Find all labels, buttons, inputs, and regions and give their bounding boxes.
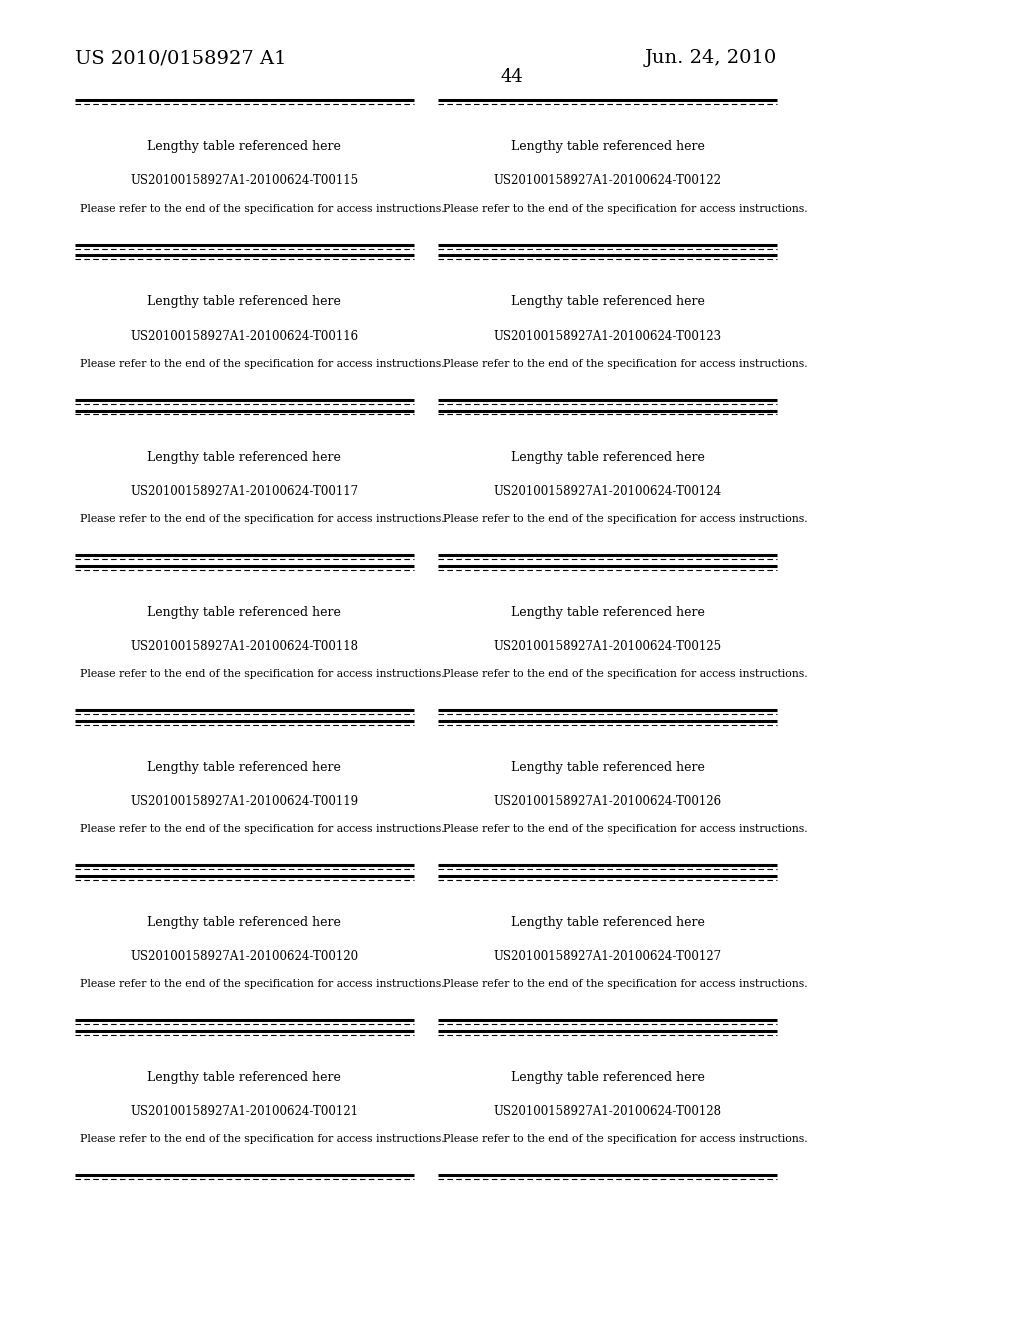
Text: Lengthy table referenced here: Lengthy table referenced here [511,760,705,774]
Text: Please refer to the end of the specification for access instructions.: Please refer to the end of the specifica… [443,979,808,990]
Text: Please refer to the end of the specification for access instructions.: Please refer to the end of the specifica… [80,203,444,214]
Text: Lengthy table referenced here: Lengthy table referenced here [147,1071,341,1084]
Text: Please refer to the end of the specification for access instructions.: Please refer to the end of the specifica… [443,669,808,680]
Text: Please refer to the end of the specification for access instructions.: Please refer to the end of the specifica… [443,359,808,370]
Text: Please refer to the end of the specification for access instructions.: Please refer to the end of the specifica… [80,1134,444,1144]
Text: US20100158927A1-20100624-T00117: US20100158927A1-20100624-T00117 [130,484,358,498]
Text: US20100158927A1-20100624-T00115: US20100158927A1-20100624-T00115 [130,174,358,187]
Text: Lengthy table referenced here: Lengthy table referenced here [147,760,341,774]
Text: Lengthy table referenced here: Lengthy table referenced here [147,296,341,309]
Text: Lengthy table referenced here: Lengthy table referenced here [511,1071,705,1084]
Text: US20100158927A1-20100624-T00125: US20100158927A1-20100624-T00125 [494,640,722,653]
Text: Jun. 24, 2010: Jun. 24, 2010 [645,49,777,67]
Text: US20100158927A1-20100624-T00121: US20100158927A1-20100624-T00121 [130,1105,358,1118]
Text: US20100158927A1-20100624-T00123: US20100158927A1-20100624-T00123 [494,330,722,343]
Text: Lengthy table referenced here: Lengthy table referenced here [147,606,341,619]
Text: Please refer to the end of the specification for access instructions.: Please refer to the end of the specifica… [443,203,808,214]
Text: US20100158927A1-20100624-T00120: US20100158927A1-20100624-T00120 [130,950,358,964]
Text: Lengthy table referenced here: Lengthy table referenced here [511,606,705,619]
Text: Lengthy table referenced here: Lengthy table referenced here [147,450,341,463]
Text: US20100158927A1-20100624-T00118: US20100158927A1-20100624-T00118 [130,640,358,653]
Text: Please refer to the end of the specification for access instructions.: Please refer to the end of the specifica… [443,824,808,834]
Text: Please refer to the end of the specification for access instructions.: Please refer to the end of the specifica… [80,979,444,990]
Text: Lengthy table referenced here: Lengthy table referenced here [147,916,341,929]
Text: US20100158927A1-20100624-T00116: US20100158927A1-20100624-T00116 [130,330,358,343]
Text: US20100158927A1-20100624-T00127: US20100158927A1-20100624-T00127 [494,950,722,964]
Text: Lengthy table referenced here: Lengthy table referenced here [511,140,705,153]
Text: Lengthy table referenced here: Lengthy table referenced here [511,450,705,463]
Text: Please refer to the end of the specification for access instructions.: Please refer to the end of the specifica… [80,669,444,680]
Text: Lengthy table referenced here: Lengthy table referenced here [511,916,705,929]
Text: US20100158927A1-20100624-T00128: US20100158927A1-20100624-T00128 [494,1105,722,1118]
Text: Please refer to the end of the specification for access instructions.: Please refer to the end of the specifica… [443,513,808,524]
Text: Please refer to the end of the specification for access instructions.: Please refer to the end of the specifica… [80,359,444,370]
Text: Please refer to the end of the specification for access instructions.: Please refer to the end of the specifica… [80,824,444,834]
Text: US20100158927A1-20100624-T00119: US20100158927A1-20100624-T00119 [130,795,358,808]
Text: US20100158927A1-20100624-T00126: US20100158927A1-20100624-T00126 [494,795,722,808]
Text: US 2010/0158927 A1: US 2010/0158927 A1 [75,49,287,67]
Text: Please refer to the end of the specification for access instructions.: Please refer to the end of the specifica… [80,513,444,524]
Text: 44: 44 [501,67,523,86]
Text: Lengthy table referenced here: Lengthy table referenced here [147,140,341,153]
Text: US20100158927A1-20100624-T00124: US20100158927A1-20100624-T00124 [494,484,722,498]
Text: Lengthy table referenced here: Lengthy table referenced here [511,296,705,309]
Text: US20100158927A1-20100624-T00122: US20100158927A1-20100624-T00122 [494,174,722,187]
Text: Please refer to the end of the specification for access instructions.: Please refer to the end of the specifica… [443,1134,808,1144]
